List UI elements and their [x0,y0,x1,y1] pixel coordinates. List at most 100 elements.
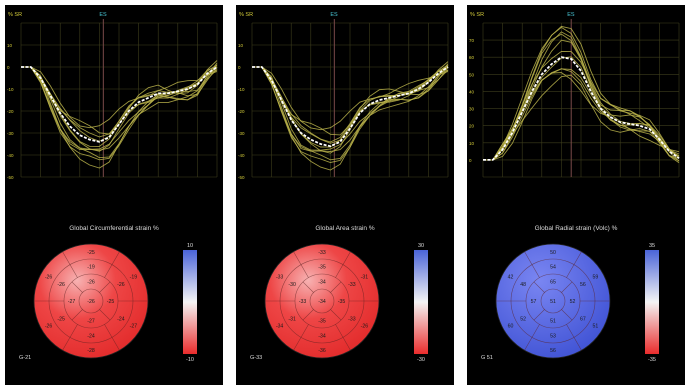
color-scale-bar [414,250,428,354]
bullseye-segment-border [533,281,545,293]
bullseye-segment-border [293,324,309,351]
segment-value: -26 [45,324,53,330]
segment-value: -33 [348,316,356,322]
segment-strain-curve [21,66,218,129]
segment-strain-curve [252,66,449,131]
segment-value: -35 [318,265,326,271]
y-tick-label: -40 [238,153,245,158]
segment-value: 48 [520,282,526,288]
segment-strain-curve [21,66,218,151]
segment-value: -27 [68,299,76,305]
global-mean-strain-curve [483,56,680,161]
segment-strain-curve [252,66,449,152]
bullseye-segment-border [566,324,582,351]
end-systole-marker-label: ES [567,12,575,18]
segment-value: 57 [531,299,537,305]
color-scale-min-label: -35 [648,357,656,363]
segment-value: 67 [580,316,586,322]
segment-value: -36 [318,348,326,354]
y-tick-label: 0 [238,65,241,70]
segment-value: -33 [348,282,356,288]
bullseye-ring-border [309,288,335,314]
segment-value: -31 [288,316,296,322]
global-mean-strain-curve [21,66,218,143]
y-tick-label: -20 [238,109,245,114]
bullseye-segment-border [62,324,78,351]
end-systole-marker-label: ES [330,12,338,18]
segment-value: 56 [580,282,586,288]
plot-grid [20,22,218,178]
bullseye-plot: -25-19-27-28-26-26-19-26-24-24-25-26 -26-… [33,243,149,359]
bullseye-segment-border [335,251,351,278]
segment-value: 42 [508,275,514,281]
segment-value: -30 [288,282,296,288]
segment-value: -33 [276,275,284,281]
bullseye-title: Global Radial strain (Volc) % [535,225,618,232]
bullseye-segment-border [524,324,540,351]
unit-label: % SR [470,12,484,18]
segment-value: -26 [87,280,95,286]
y-tick-label: 0 [469,158,472,163]
segment-strain-curve [21,64,218,161]
y-tick-label: -50 [238,175,245,180]
color-scale-max-label: 35 [649,243,655,249]
y-tick-label: -40 [7,153,14,158]
bullseye-segment-border [524,251,540,278]
bullseye-title: Global Area strain % [315,225,374,232]
bullseye-title: Global Circumferential strain % [69,225,159,232]
segment-value: -26 [45,275,53,281]
segment-strain-curve [21,66,218,152]
bullseye-segment-border [99,309,111,321]
y-tick-label: -10 [238,87,245,92]
y-tick-label: 20 [469,124,475,129]
color-scale-max-label: 30 [418,243,424,249]
segment-value: 65 [550,280,556,286]
bullseye-segment-border [62,251,78,278]
bullseye-ring-border [540,288,566,314]
unit-label: % SR [8,12,22,18]
global-strain-label: G-21 [19,355,31,361]
segment-value: 51 [550,319,556,325]
y-tick-label: 50 [469,72,475,77]
y-tick-label: 70 [469,38,475,43]
bullseye-segment-border [99,281,111,293]
bullseye-segment-border [293,251,309,278]
segment-value: 60 [508,324,514,330]
segment-value: 51 [593,324,599,330]
y-tick-label: 40 [469,89,475,94]
segment-strain-curve [252,64,449,163]
segment-strain-curve [483,72,680,161]
bullseye-ring-border [78,288,104,314]
plot-grid [482,22,680,178]
segment-value: -25 [107,299,115,305]
segment-value: 54 [550,265,556,271]
segment-value: 51 [550,299,556,305]
color-scale-max-label: 10 [187,243,193,249]
color-scale-bar [645,250,659,354]
segment-value: -34 [318,299,326,305]
y-tick-label: 0 [7,65,10,70]
bullseye-segment-border [561,309,573,321]
global-mean-strain-curve [252,66,449,148]
global-strain-label: G-33 [250,355,262,361]
segment-value: -34 [318,280,326,286]
color-scale-min-label: -10 [186,357,194,363]
bullseye-segment-border [561,281,573,293]
segment-value: -25 [87,250,95,256]
bullseye-segment-border [533,309,545,321]
color-scale-min-label: -30 [417,357,425,363]
color-scale-bar [183,250,197,354]
bullseye-segment-border [71,281,83,293]
panel-radial: 70 60 50 40 30 20 10 0 % SR ES Global Radial strai… [467,5,685,385]
segment-value: -33 [299,299,307,305]
y-tick-label: -10 [7,87,14,92]
segment-strain-curve [483,26,680,161]
segment-value: 50 [550,250,556,256]
end-systole-marker-label: ES [99,12,107,18]
segment-value: -35 [338,299,346,305]
chart-circumferential-strain: 10 0 -10 -20 -30 -40 -50 % SR ES Global Circumfer… [7,12,218,363]
y-tick-label: -30 [238,131,245,136]
bullseye-segment-border [302,309,314,321]
segment-value: 52 [570,299,576,305]
segment-strain-curve [483,68,680,161]
